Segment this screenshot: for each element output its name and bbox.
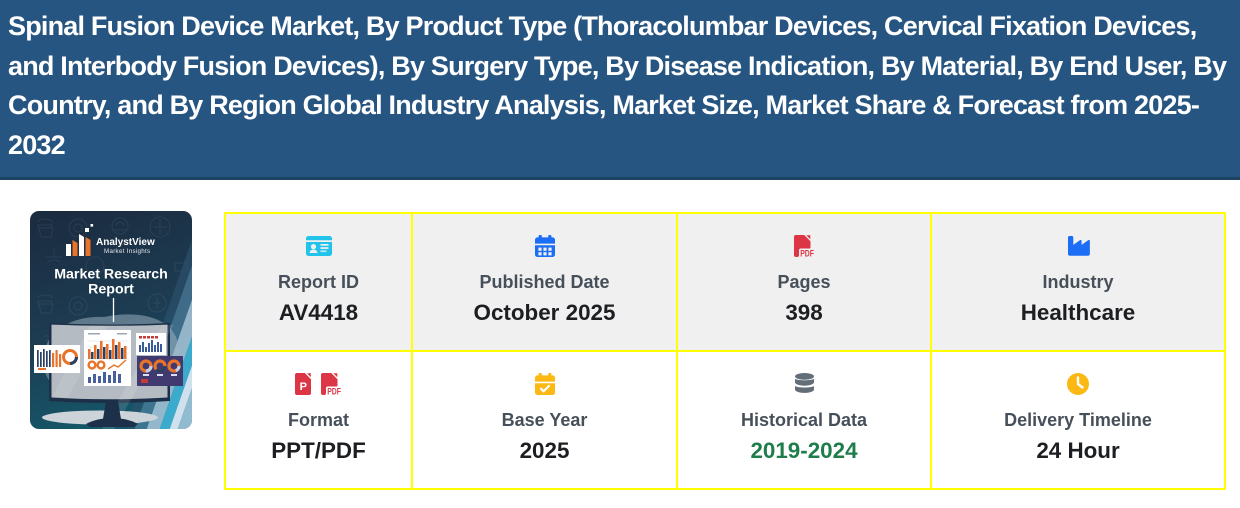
svg-text:P: P (300, 381, 307, 393)
svg-text:PDF: PDF (800, 249, 814, 259)
svg-text:PDF: PDF (327, 387, 341, 397)
svg-text:Market Research: Market Research (54, 267, 168, 283)
svg-text:Market Insights: Market Insights (104, 248, 150, 255)
svg-text:Report: Report (88, 282, 134, 298)
svg-text:AnalystView: AnalystView (96, 237, 155, 248)
